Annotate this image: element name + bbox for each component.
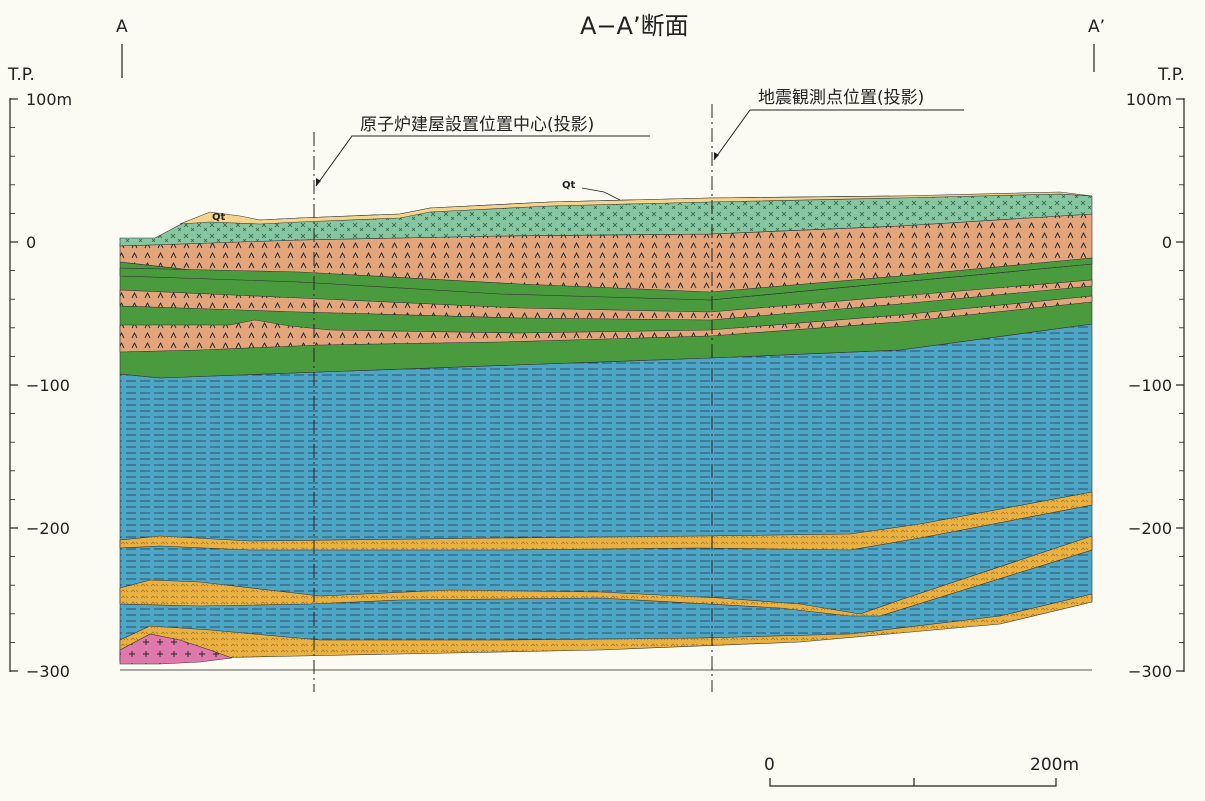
right-tick-label: 100m	[1126, 90, 1172, 109]
section-title: A−A’断面	[580, 12, 689, 40]
sand-band-1-hatch	[120, 492, 1092, 550]
geologic-layers	[119, 191, 1093, 671]
sand-band-2-hatch	[120, 536, 1092, 616]
reactor-leader	[315, 135, 650, 187]
left-tick-label: −300	[26, 662, 70, 681]
endpoint-right-label: A’	[1088, 17, 1105, 37]
seismic-leader	[713, 109, 964, 161]
left-tick-label: 100m	[26, 90, 72, 109]
endpoint-left-label: A	[116, 17, 128, 37]
seismic-annotation: 地震観測点位置(投影)	[758, 88, 924, 108]
scale-bar-start: 0	[764, 755, 775, 775]
left-tick-label: −100	[26, 376, 70, 395]
brown-layer-upper2-hatch	[120, 280, 1092, 320]
left-tick-label: −200	[26, 519, 70, 538]
qt-label-b: Qt	[562, 180, 576, 191]
qt-label-a: Qt	[212, 212, 226, 223]
left-axis-label: T.P.	[7, 65, 35, 85]
left-axis-ticks: 100m 0 −100 −200 −300	[10, 90, 72, 681]
qt-terrace-deposit	[179, 191, 1093, 225]
right-tick-label: −200	[1128, 519, 1172, 538]
mudstone-hatch	[120, 324, 1092, 660]
right-tick-label: 0	[1162, 233, 1172, 252]
granite-hatch	[120, 634, 232, 664]
qt-leader-b	[581, 187, 621, 201]
sand-band-3-hatch	[120, 594, 1092, 662]
brown-layer-mid-hatch	[120, 296, 1092, 352]
left-tick-label: 0	[26, 233, 36, 252]
scale-bar-end: 200m	[1030, 755, 1079, 775]
right-tick-label: −300	[1128, 662, 1172, 681]
reactor-annotation: 原子炉建屋設置位置中心(投影)	[360, 115, 594, 135]
green-tuff-hatch	[120, 194, 1092, 246]
right-tick-label: −100	[1128, 376, 1172, 395]
right-axis-label: T.P.	[1157, 65, 1185, 85]
scale-bar	[769, 778, 1057, 787]
right-axis-ticks: 100m 0 −100 −200 −300	[1126, 90, 1184, 681]
